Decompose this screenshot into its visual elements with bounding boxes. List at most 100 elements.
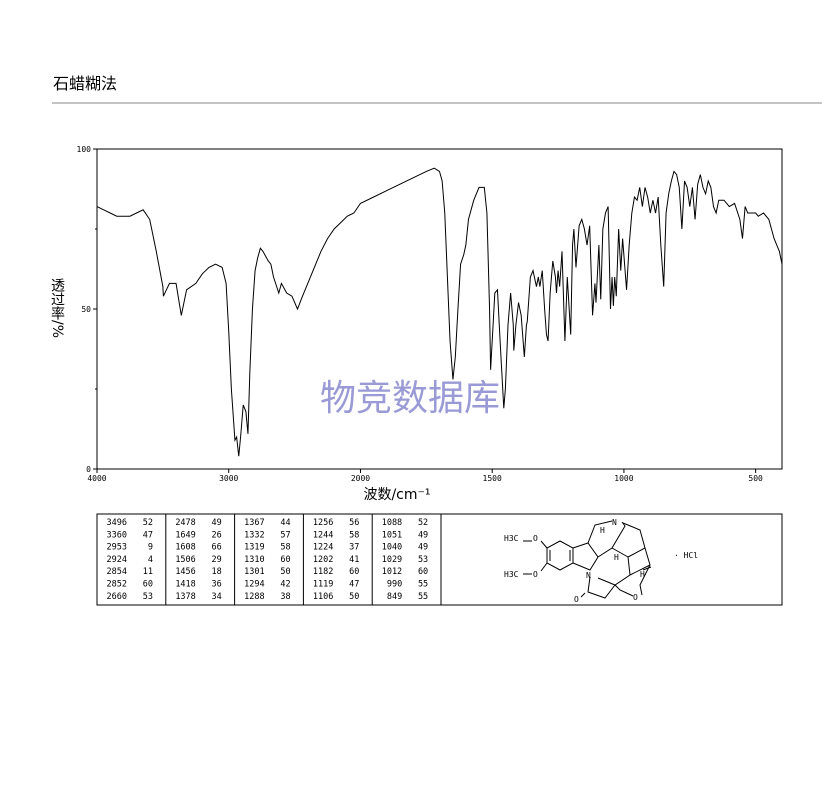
peak-transmittance: 66 bbox=[212, 543, 222, 553]
peak-wavenumber: 1332 bbox=[244, 530, 264, 540]
peak-wavenumber: 1319 bbox=[244, 543, 264, 553]
page-title: 石蜡糊法 bbox=[53, 74, 117, 93]
structure-label: H3C bbox=[504, 534, 519, 543]
plot-frame bbox=[96, 148, 783, 470]
peak-transmittance: 49 bbox=[212, 518, 222, 528]
peak-wavenumber: 1294 bbox=[244, 580, 264, 590]
y-tick-label: 50 bbox=[81, 305, 91, 314]
peak-wavenumber: 1456 bbox=[175, 567, 195, 577]
x-tick-label: 4000 bbox=[87, 474, 106, 483]
peak-transmittance: 49 bbox=[418, 543, 428, 553]
ring bbox=[622, 522, 646, 558]
structure-label: H bbox=[614, 553, 619, 562]
x-tick-label: 2000 bbox=[351, 474, 370, 483]
peak-transmittance: 49 bbox=[418, 530, 428, 540]
peak-wavenumber: 1649 bbox=[175, 530, 195, 540]
peak-wavenumber: 2854 bbox=[107, 567, 127, 577]
peak-transmittance: 53 bbox=[418, 555, 428, 565]
peak-wavenumber: 2660 bbox=[107, 592, 127, 602]
structure-label: N bbox=[586, 571, 591, 580]
peak-transmittance: 29 bbox=[212, 555, 222, 565]
peak-transmittance: 18 bbox=[212, 567, 222, 577]
structure-label: H bbox=[640, 570, 645, 579]
structure-label: O bbox=[633, 593, 638, 602]
peak-transmittance: 42 bbox=[280, 580, 290, 590]
peak-transmittance: 52 bbox=[143, 518, 153, 528]
x-tick-label: 500 bbox=[748, 474, 763, 483]
peak-wavenumber: 2852 bbox=[107, 580, 127, 590]
peak-transmittance: 38 bbox=[280, 592, 290, 602]
peak-wavenumber: 1040 bbox=[382, 543, 402, 553]
peak-transmittance: 52 bbox=[418, 518, 428, 528]
peak-transmittance: 53 bbox=[143, 592, 153, 602]
peak-wavenumber: 1224 bbox=[313, 543, 333, 553]
peak-transmittance: 57 bbox=[280, 530, 290, 540]
peak-wavenumber: 1051 bbox=[382, 530, 402, 540]
spectrum-line bbox=[96, 167, 783, 457]
peak-transmittance: 58 bbox=[349, 530, 359, 540]
y-axis-label: 透过率/% bbox=[49, 278, 65, 338]
peak-wavenumber: 849 bbox=[387, 592, 402, 602]
double-bond bbox=[642, 566, 652, 571]
peak-transmittance: 60 bbox=[143, 580, 153, 590]
ring bbox=[587, 576, 616, 599]
x-tick-label: 1500 bbox=[483, 474, 502, 483]
bond bbox=[540, 540, 548, 549]
peak-transmittance: 41 bbox=[349, 555, 359, 565]
peak-wavenumber: 3496 bbox=[107, 518, 127, 528]
structure-label: O bbox=[574, 595, 579, 604]
peak-wavenumber: 1256 bbox=[313, 518, 333, 528]
peak-wavenumber: 2478 bbox=[175, 518, 195, 528]
peak-wavenumber: 990 bbox=[387, 580, 402, 590]
peak-wavenumber: 1244 bbox=[313, 530, 333, 540]
peak-transmittance: 47 bbox=[349, 580, 359, 590]
peak-wavenumber: 1418 bbox=[175, 580, 195, 590]
y-tick-label: 0 bbox=[86, 465, 91, 474]
peak-wavenumber: 1301 bbox=[244, 567, 264, 577]
structure-label: O bbox=[533, 534, 538, 543]
bond bbox=[629, 564, 651, 576]
peak-table-frame bbox=[96, 513, 783, 606]
x-tick-label: 3000 bbox=[219, 474, 238, 483]
peak-wavenumber: 1608 bbox=[175, 543, 195, 553]
peak-wavenumber: 1367 bbox=[244, 518, 264, 528]
peak-wavenumber: 2924 bbox=[107, 555, 127, 565]
benzene-ring bbox=[546, 540, 574, 571]
structure-label: N bbox=[612, 518, 617, 527]
x-axis-label: 波数/cm⁻¹ bbox=[363, 487, 430, 503]
peak-transmittance: 47 bbox=[143, 530, 153, 540]
peak-wavenumber: 1506 bbox=[175, 555, 195, 565]
peak-transmittance: 26 bbox=[212, 530, 222, 540]
peak-wavenumber: 1119 bbox=[313, 580, 333, 590]
peak-transmittance: 58 bbox=[280, 543, 290, 553]
peak-wavenumber: 1202 bbox=[313, 555, 333, 565]
peak-transmittance: 60 bbox=[280, 555, 290, 565]
peak-wavenumber: 1310 bbox=[244, 555, 264, 565]
ring bbox=[572, 542, 599, 571]
peak-transmittance: 60 bbox=[418, 567, 428, 577]
peak-transmittance: 36 bbox=[212, 580, 222, 590]
peak-transmittance: 4 bbox=[148, 555, 153, 565]
bond bbox=[597, 521, 626, 558]
ring bbox=[587, 520, 613, 544]
peak-wavenumber: 3360 bbox=[107, 530, 127, 540]
peak-transmittance: 44 bbox=[280, 518, 290, 528]
structure-label: H bbox=[600, 526, 605, 535]
peak-transmittance: 50 bbox=[280, 567, 290, 577]
peak-wavenumber: 1182 bbox=[313, 567, 333, 577]
peak-transmittance: 55 bbox=[418, 592, 428, 602]
peak-wavenumber: 1378 bbox=[175, 592, 195, 602]
structure bbox=[523, 520, 652, 599]
bond bbox=[540, 562, 548, 572]
peak-transmittance: 56 bbox=[349, 518, 359, 528]
peak-transmittance: 60 bbox=[349, 567, 359, 577]
peak-wavenumber: 1106 bbox=[313, 592, 333, 602]
peak-transmittance: 34 bbox=[212, 592, 222, 602]
structure-label: · HCl bbox=[674, 551, 698, 560]
peak-wavenumber: 1029 bbox=[382, 555, 402, 565]
peak-wavenumber: 1288 bbox=[244, 592, 264, 602]
peak-wavenumber: 1088 bbox=[382, 518, 402, 528]
peak-transmittance: 9 bbox=[148, 543, 153, 553]
peak-transmittance: 37 bbox=[349, 543, 359, 553]
